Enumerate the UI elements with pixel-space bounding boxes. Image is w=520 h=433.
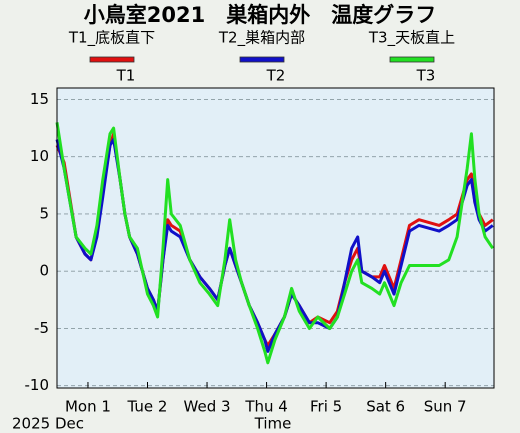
y-tick-label: 5 bbox=[39, 204, 49, 222]
legend-description: T3_天板直上 bbox=[368, 29, 455, 48]
x-tick-label: Mon 1 bbox=[65, 398, 111, 416]
y-tick-label: 10 bbox=[30, 147, 49, 165]
legend-label: T3 bbox=[416, 67, 436, 85]
y-tick-label: -5 bbox=[34, 319, 49, 337]
chart-title: 小鳥室2021 巣箱内外 温度グラフ bbox=[84, 3, 436, 27]
date-label: 2025 Dec bbox=[12, 415, 84, 433]
x-tick-label: Tue 2 bbox=[127, 398, 168, 416]
legend-label: T2 bbox=[266, 67, 286, 85]
x-tick-label: Sun 7 bbox=[424, 398, 467, 416]
series-line bbox=[55, 122, 495, 365]
y-tick-label: -10 bbox=[25, 376, 50, 394]
x-axis-label: Time bbox=[254, 415, 292, 433]
legend-description: T2_巣箱内部 bbox=[218, 29, 305, 48]
legend-description: T1_底板直下 bbox=[68, 29, 155, 48]
x-tick-label: Wed 3 bbox=[184, 398, 231, 416]
x-tick-label: Thu 4 bbox=[244, 398, 288, 416]
legend-label: T1 bbox=[116, 67, 136, 85]
y-tick-label: 15 bbox=[30, 90, 49, 108]
x-tick-label: Sat 6 bbox=[366, 398, 405, 416]
legend-swatch bbox=[239, 56, 285, 63]
legend-swatch bbox=[389, 56, 435, 63]
legend-swatch bbox=[89, 56, 135, 63]
x-tick-label: Fri 5 bbox=[310, 398, 342, 416]
plot-frame bbox=[56, 87, 495, 389]
y-tick-label: 0 bbox=[39, 262, 49, 280]
